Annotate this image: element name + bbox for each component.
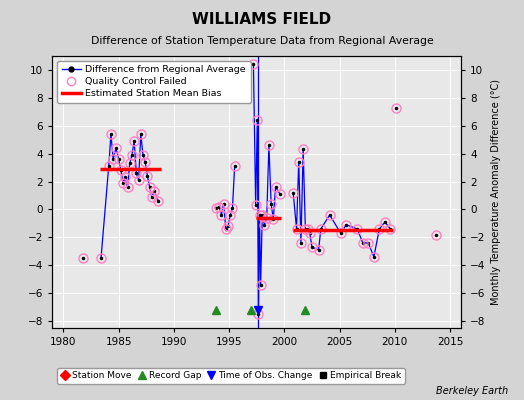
Text: Berkeley Earth: Berkeley Earth [436, 386, 508, 396]
Text: WILLIAMS FIELD: WILLIAMS FIELD [192, 12, 332, 27]
Legend: Station Move, Record Gap, Time of Obs. Change, Empirical Break: Station Move, Record Gap, Time of Obs. C… [57, 368, 405, 384]
Text: Difference of Station Temperature Data from Regional Average: Difference of Station Temperature Data f… [91, 36, 433, 46]
Y-axis label: Monthly Temperature Anomaly Difference (°C): Monthly Temperature Anomaly Difference (… [491, 79, 501, 305]
